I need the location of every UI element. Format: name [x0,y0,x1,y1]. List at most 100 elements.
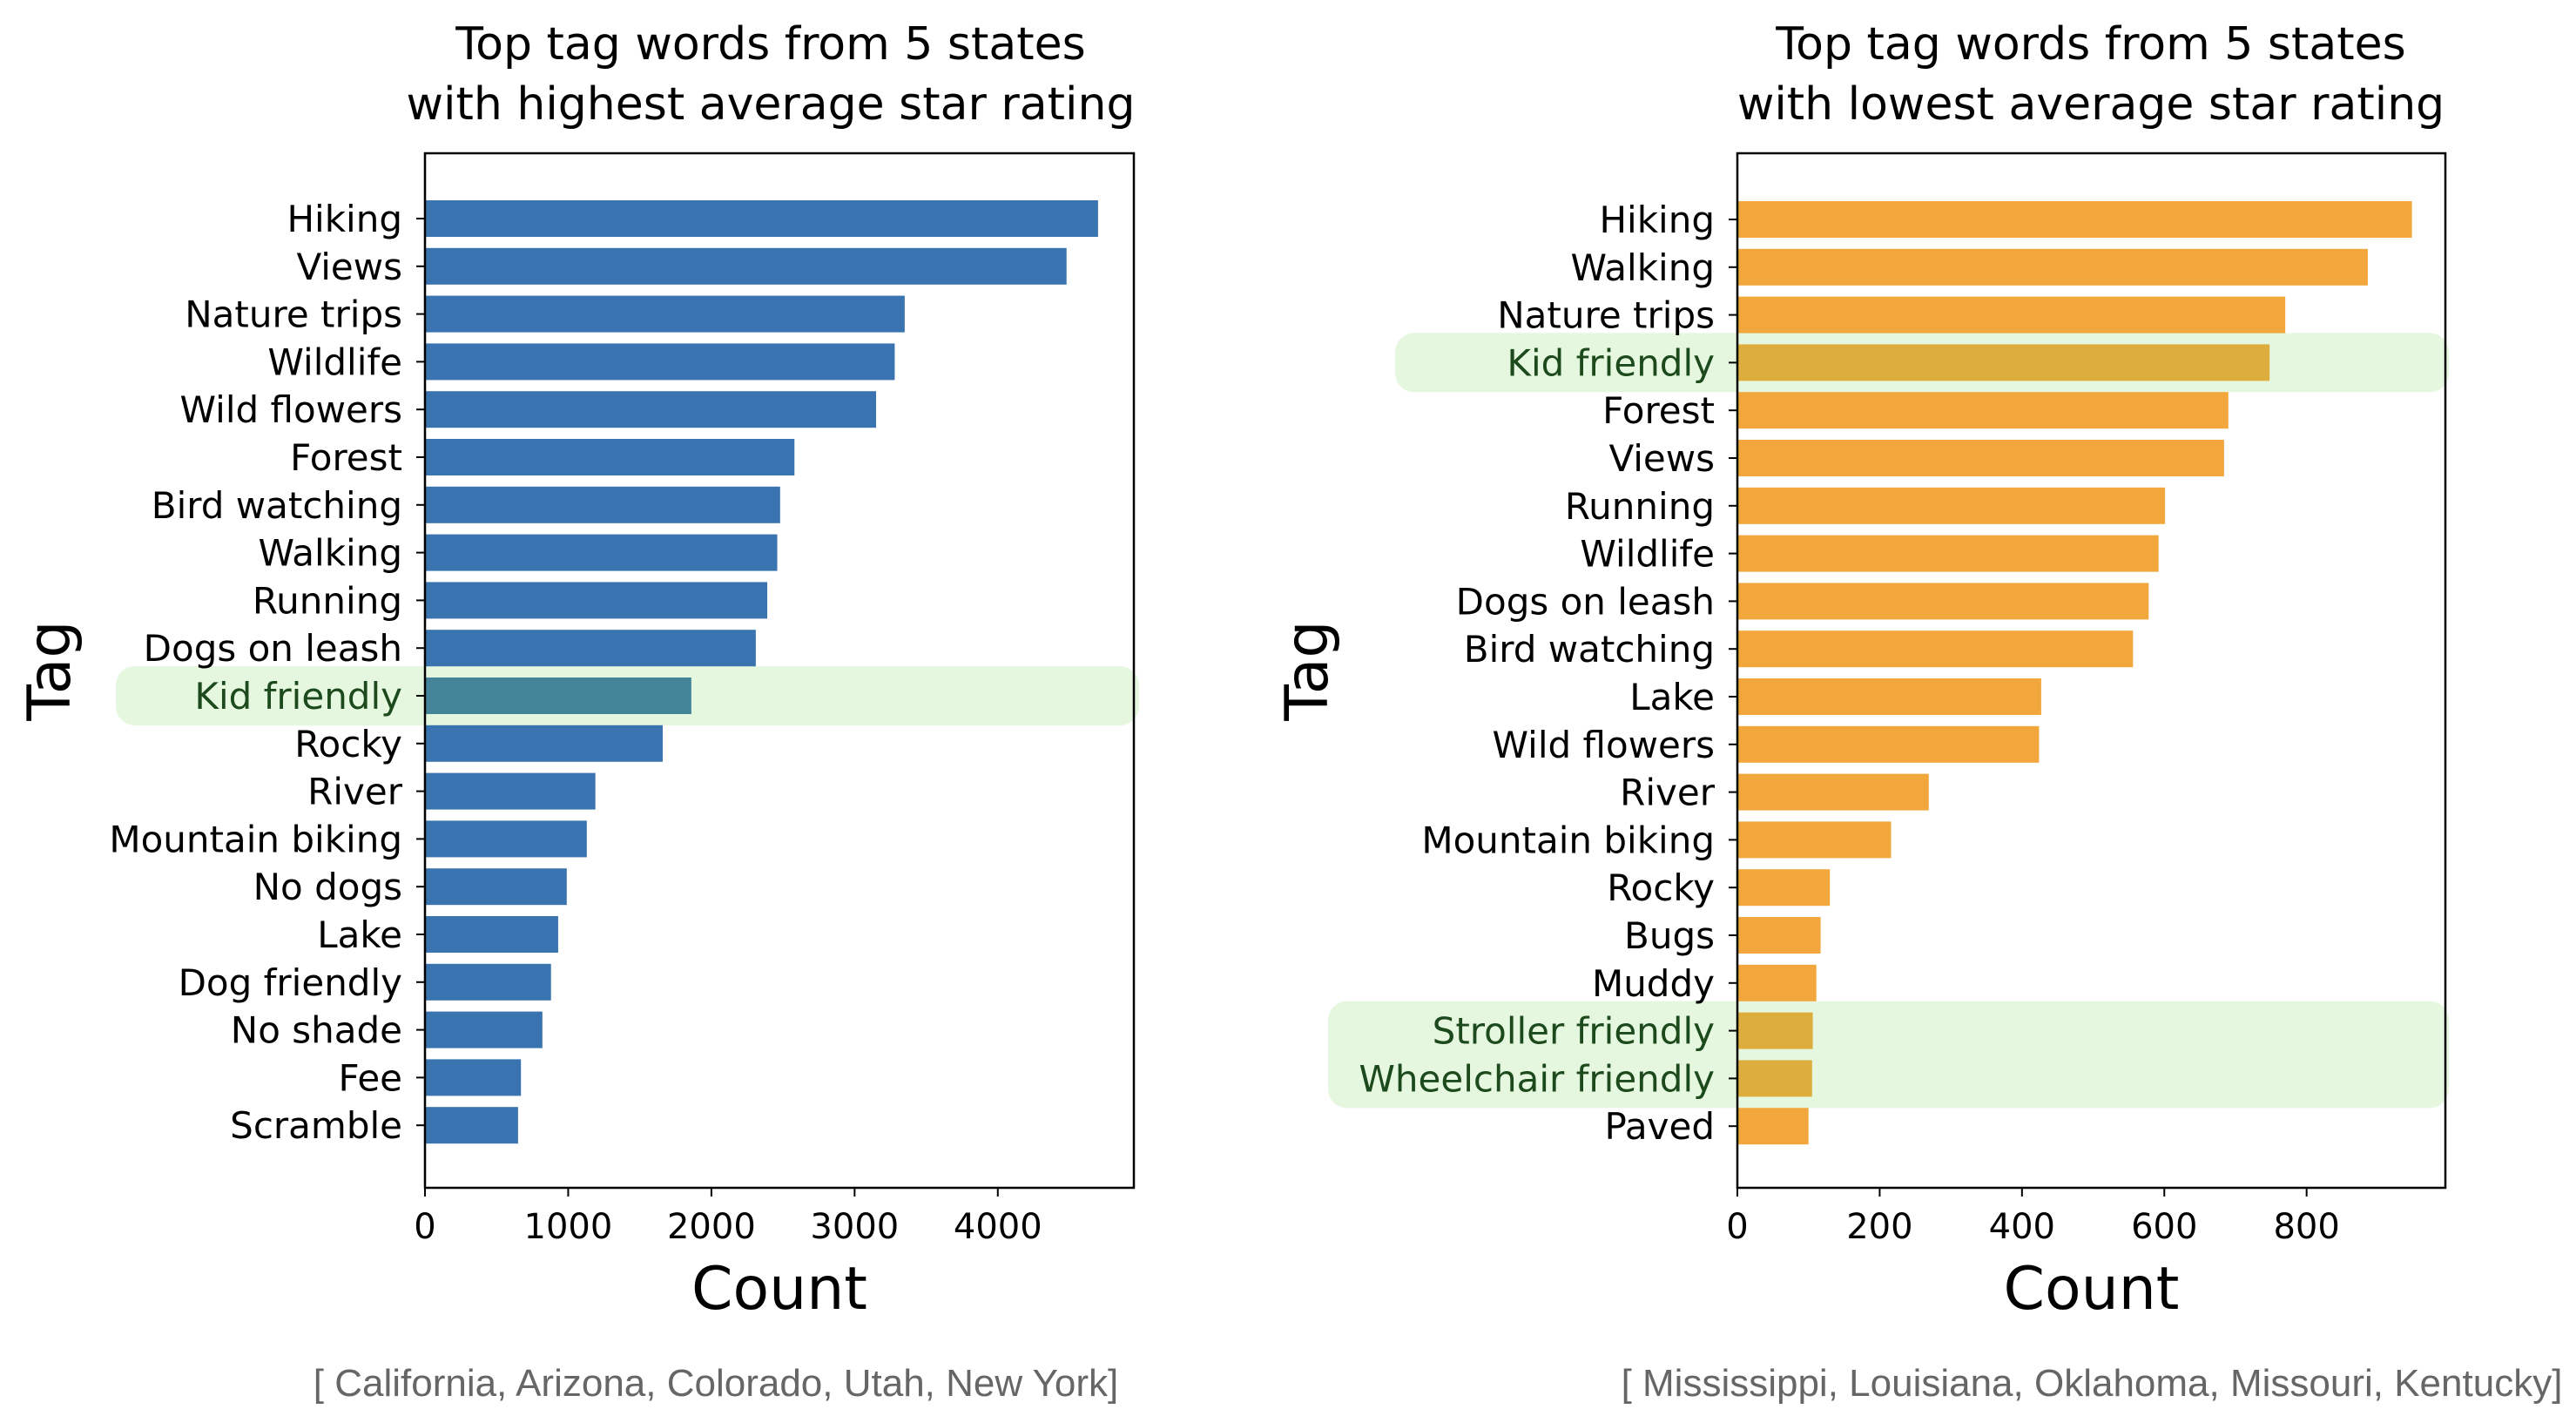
y-tick-label: Dog friendly [179,961,402,1004]
bar [1737,248,2368,286]
bar [1737,725,2040,763]
bar [425,916,558,953]
x-tick-label: 0 [414,1207,435,1247]
bar [1737,487,2166,524]
bar [425,247,1067,285]
y-tick-label: Views [296,246,402,288]
bar [1737,773,1929,811]
y-tick-label: Nature trips [1497,294,1715,337]
bar [1737,583,2149,620]
bar [1737,392,2229,429]
bar [425,772,596,810]
bar [425,1011,543,1048]
x-tick-label: 2000 [667,1207,756,1247]
chart-title-line-2: with lowest average star rating [1737,78,2445,131]
y-tick-label: No shade [231,1009,402,1052]
y-tick-label: No dogs [253,866,402,908]
y-tick-label: Dogs on leash [144,627,402,670]
states-caption: [ California, Arizona, Colorado, Utah, N… [314,1362,1118,1405]
bar [425,582,768,619]
bar [425,725,663,762]
x-axis-label: Count [2004,1255,2180,1324]
y-tick-label: River [307,771,403,813]
x-tick-label: 4000 [954,1207,1042,1247]
y-tick-label: Wildlife [267,340,402,383]
y-tick-label: Stroller friendly [1433,1010,1715,1053]
bar [425,678,691,714]
bar [1737,440,2224,476]
states-caption: [ Mississippi, Louisiana, Oklahoma, Miss… [1622,1362,2563,1405]
y-tick-label: Bird watching [152,484,402,527]
y-tick-label: Walking [258,532,402,575]
bar [1737,1108,1809,1145]
x-tick-label: 0 [1726,1207,1748,1247]
bar [1737,1060,1812,1097]
y-tick-label: Muddy [1592,962,1715,1005]
axes-frame [1736,152,2447,1190]
bar [1737,1012,1813,1049]
y-tick-label: Mountain biking [1421,819,1715,861]
bar [425,200,1098,237]
y-tick-label: River [1620,772,1716,814]
y-tick-label: Hiking [287,198,402,240]
bar [1737,869,1831,907]
x-tick-label: 800 [2273,1207,2339,1247]
bar [425,630,756,667]
y-tick-label: Kid friendly [194,675,402,718]
highlight-band [1328,1001,2449,1109]
bar [425,820,587,858]
chart-title-line-2: with highest average star rating [407,78,1136,131]
y-tick-label: Bugs [1624,914,1715,957]
y-tick-label: Wildlife [1580,533,1715,576]
x-axis-label: Count [691,1255,867,1324]
y-tick-label: Nature trips [185,293,402,336]
bar [425,1107,518,1144]
y-axis-label: Tag [1273,620,1342,721]
bar [1737,678,2041,715]
bar [425,534,778,571]
bar [425,391,876,428]
bar [1737,964,1817,1001]
axes-frame [423,152,1136,1190]
y-tick-label: Bird watching [1464,628,1715,671]
bar [425,486,780,523]
bar [1737,296,2286,334]
y-tick-label: Kid friendly [1507,341,1715,384]
bar [1737,917,1821,954]
bar [425,295,905,333]
y-tick-label: Wild flowers [180,388,402,431]
bar [425,868,567,906]
y-tick-label: Wild flowers [1493,724,1715,766]
y-tick-label: Rocky [1607,866,1715,909]
y-tick-label: Fee [338,1056,402,1099]
y-tick-label: Running [1565,485,1715,528]
bar [1737,821,1892,859]
y-tick-label: Views [1608,437,1715,480]
chart-title-line-1: Top tag words from 5 states [1775,18,2405,71]
y-tick-label: Mountain biking [109,818,402,860]
y-tick-label: Dogs on leash [1456,580,1715,623]
chart-title-line-1: Top tag words from 5 states [455,18,1085,71]
bar [425,439,795,475]
x-tick-label: 400 [1989,1207,2055,1247]
x-tick-label: 1000 [524,1207,613,1247]
bar [425,1059,522,1096]
y-tick-label: Paved [1604,1105,1715,1148]
y-tick-label: Lake [1629,676,1715,718]
x-tick-label: 3000 [810,1207,899,1247]
y-tick-label: Lake [317,913,402,956]
x-tick-label: 600 [2131,1207,2197,1247]
bar [425,963,551,1001]
bar [1737,535,2159,572]
bar [1737,630,2134,668]
y-tick-label: Running [253,579,402,622]
x-tick-label: 200 [1846,1207,1912,1247]
bar [1737,201,2412,238]
y-axis-label: Tag [16,620,84,721]
y-tick-label: Walking [1570,246,1715,289]
bar [425,343,895,381]
y-tick-label: Forest [1602,389,1715,432]
